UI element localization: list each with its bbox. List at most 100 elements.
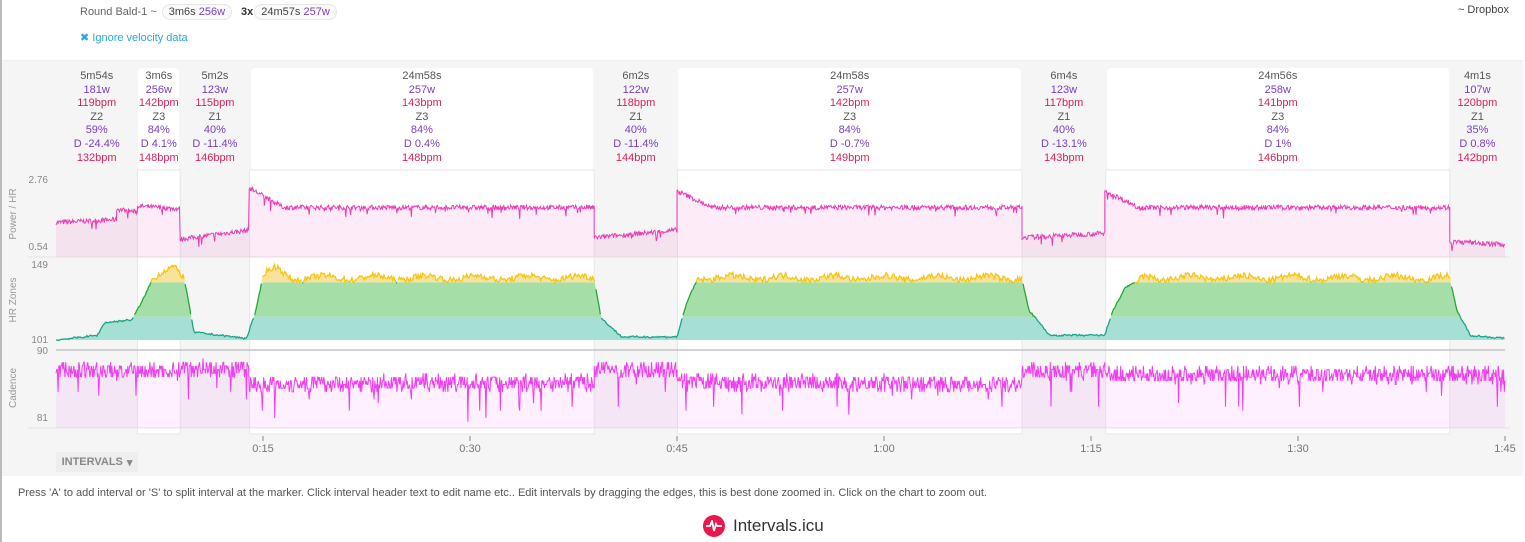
chip-time: 3m6s — [168, 6, 196, 18]
interval-hr: 118bpm — [616, 97, 656, 110]
interval-pct: 84% — [1266, 124, 1289, 137]
interval-pct: 35% — [1466, 124, 1489, 137]
interval-zone: Z3 — [415, 110, 429, 123]
interval-hr: 142bpm — [138, 97, 179, 110]
interval-pct: 84% — [838, 124, 861, 137]
interval-decoupling: D 1% — [1264, 137, 1292, 150]
source-label: ~ Dropbox — [1457, 4, 1509, 16]
summary-chip[interactable]: 3m6s 256w — [161, 4, 233, 20]
interval-time: 6m4s — [1050, 70, 1078, 82]
chip-watts: 256w — [198, 6, 226, 18]
series-fill — [56, 358, 1505, 428]
activity-summary: Round Bald-1 ~ 3m6s 256w 3x 24m57s 257w — [80, 4, 337, 20]
series-line — [55, 185, 1506, 252]
interval-time: 5m54s — [80, 70, 114, 82]
y-tick-label: 2.76 — [29, 175, 49, 186]
logo-text: Intervals.icu — [733, 516, 824, 535]
app-logo[interactable]: Intervals.icu — [703, 515, 824, 537]
interval-header[interactable]: 3m6s 256w 142bpm Z3 84% D 4.1% 148bpm — [138, 68, 180, 170]
ignore-velocity-link[interactable]: ✖︎ Ignore velocity data — [80, 31, 188, 44]
interval-pct: 59% — [85, 124, 108, 137]
chip-time: 24m57s — [261, 6, 301, 18]
panel-axis-label: Cadence — [8, 368, 19, 408]
panel-axis-label: Power / HR — [8, 188, 19, 239]
y-tick-label: 81 — [37, 413, 49, 424]
window-border — [0, 0, 2, 542]
interval-hr: 119bpm — [77, 97, 117, 110]
interval-header[interactable]: 6m4s 123w 117bpm Z1 40% D -13.1% 143bpm — [1022, 68, 1106, 170]
interval-decoupling: D -11.4% — [613, 137, 659, 150]
interval-maxhr: 148bpm — [402, 151, 442, 164]
interval-maxhr: 132bpm — [76, 151, 117, 164]
interval-watts: 257w — [408, 83, 436, 96]
heartbeat-logo-icon — [703, 515, 725, 537]
interval-watts: 181w — [83, 83, 110, 96]
interval-header[interactable]: 5m2s 123w 115bpm Z1 40% D -11.4% 146bpm — [180, 68, 249, 170]
interval-maxhr: 142bpm — [1457, 151, 1498, 164]
y-tick-label: 0.54 — [29, 242, 49, 253]
interval-decoupling: D 0.4% — [403, 137, 440, 150]
y-tick-label: 90 — [37, 346, 49, 357]
interval-decoupling: D 0.8% — [1459, 137, 1496, 150]
interval-header[interactable]: 6m2s 122w 118bpm Z1 40% D -11.4% 144bpm — [594, 68, 677, 170]
interval-watts: 256w — [145, 83, 172, 96]
interval-decoupling: D -24.4% — [73, 137, 120, 150]
caret-down-icon: ▾ — [126, 456, 133, 469]
x-tick-label: 1:30 — [1287, 443, 1308, 455]
interval-maxhr: 146bpm — [1257, 151, 1298, 164]
interval-pct: 84% — [410, 124, 433, 137]
interval-header[interactable]: 24m58s 257w 143bpm Z3 84% D 0.4% 148bpm — [250, 68, 594, 170]
interval-zone: Z1 — [208, 110, 222, 123]
interval-maxhr: 143bpm — [1044, 151, 1084, 164]
interval-watts: 257w — [836, 83, 863, 96]
interval-time: 24m58s — [402, 70, 442, 82]
x-tick-label: 1:15 — [1080, 443, 1101, 455]
interval-hr: 120bpm — [1457, 97, 1498, 110]
interval-watts: 258w — [1264, 83, 1291, 96]
intervals-label: INTERVALS — [61, 456, 123, 468]
interval-maxhr: 148bpm — [138, 151, 179, 164]
hr-zone-fill — [56, 316, 1505, 340]
interval-time: 6m2s — [622, 70, 650, 82]
interval-time: 24m58s — [830, 70, 870, 82]
series-line — [55, 358, 1506, 422]
interval-header[interactable]: 5m54s 181w 119bpm Z2 59% D -24.4% 132bpm — [56, 68, 137, 170]
interval-zone: Z1 — [1057, 110, 1071, 123]
x-tick-label: 0:15 — [252, 443, 273, 455]
hr-line — [150, 262, 1451, 286]
x-tick-label: 0:45 — [666, 443, 687, 455]
cursor-off-icon: ✖︎ — [80, 32, 90, 44]
ignore-velocity-label: Ignore velocity data — [92, 32, 188, 44]
interval-watts: 123w — [1050, 83, 1078, 96]
interval-header[interactable]: 4m1s 107w 120bpm Z1 35% D 0.8% 142bpm — [1450, 68, 1505, 170]
interval-time: 24m56s — [1258, 70, 1298, 82]
interval-hr: 141bpm — [1257, 97, 1298, 110]
interval-zone: Z1 — [629, 110, 643, 123]
interval-hr: 117bpm — [1044, 97, 1084, 110]
interval-watts: 122w — [622, 83, 649, 96]
interval-hr: 142bpm — [829, 97, 870, 110]
interval-decoupling: D -11.4% — [192, 137, 238, 150]
intervals-dropdown[interactable]: INTERVALS ▾ — [56, 452, 138, 472]
summary-chip[interactable]: 24m57s 257w — [254, 4, 337, 20]
hr-zone-fill — [56, 282, 1505, 317]
interval-hr: 143bpm — [402, 97, 442, 110]
interval-zone: Z3 — [843, 110, 857, 123]
interval-header[interactable]: 24m58s 257w 142bpm Z3 84% D -0.7% 149bpm — [678, 68, 1021, 170]
activity-chart[interactable]: Power / HR 2.76 0.54 HR Zones 149 101 Cadence 9… — [0, 0, 1525, 480]
interval-zone: Z3 — [152, 110, 166, 123]
interval-header[interactable]: 24m56s 258w 141bpm Z3 84% D 1% 146bpm — [1106, 68, 1449, 170]
activity-name: Round Bald-1 ~ — [80, 6, 157, 18]
x-tick-label: 1:45 — [1494, 443, 1515, 455]
y-tick-label: 149 — [31, 260, 48, 271]
interval-hr: 115bpm — [195, 97, 235, 110]
interval-maxhr: 149bpm — [829, 151, 870, 164]
interval-time: 3m6s — [145, 70, 173, 82]
interval-time: 5m2s — [201, 70, 229, 82]
interval-zone: Z3 — [1271, 110, 1285, 123]
interval-pct: 40% — [624, 124, 647, 137]
interval-pct: 40% — [203, 124, 226, 137]
interval-zone: Z1 — [1470, 110, 1484, 123]
interval-maxhr: 144bpm — [615, 151, 656, 164]
interval-maxhr: 146bpm — [195, 151, 235, 164]
